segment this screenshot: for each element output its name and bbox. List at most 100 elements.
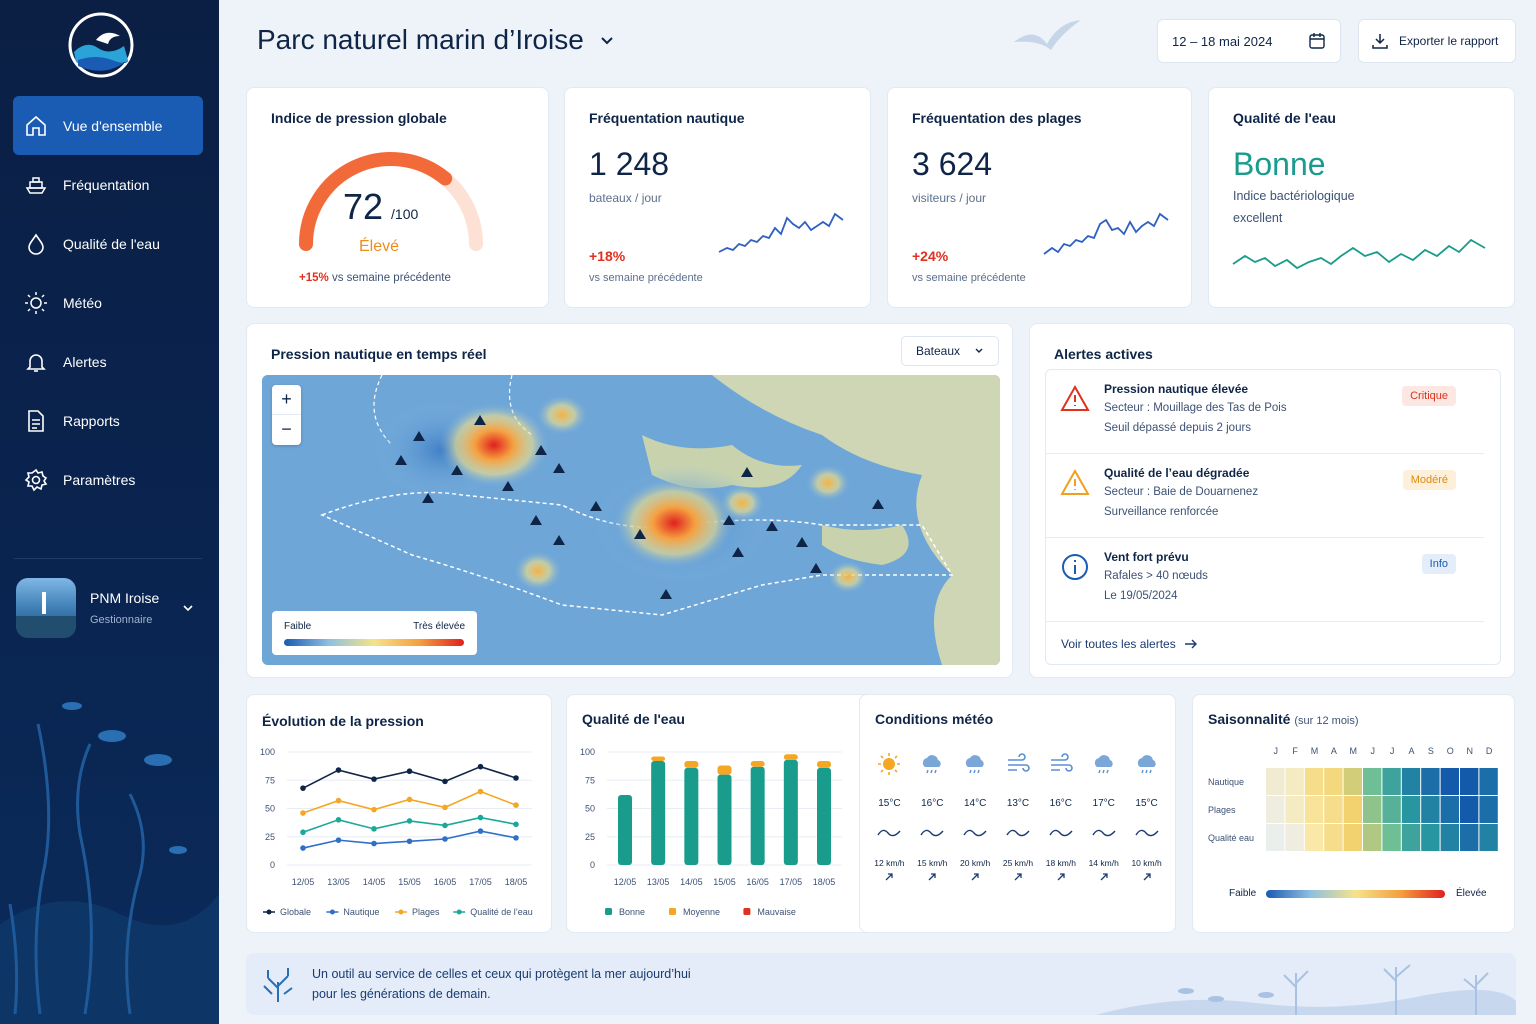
month-label: A <box>1331 746 1337 756</box>
alert-detail: Secteur : Mouillage des Tas de Pois <box>1104 402 1287 414</box>
gear-icon <box>23 467 49 493</box>
heatmap-cell <box>1285 796 1304 823</box>
data-point <box>477 828 484 834</box>
sidebar-nav: Vue d'ensemble Fréquentation Qualité de … <box>13 96 203 509</box>
row-label: Nautique <box>1208 777 1244 787</box>
weather-day: 13°C 25 km/h <box>997 751 1040 887</box>
chevron-down-icon[interactable] <box>598 31 616 49</box>
pressure-trend-card: Évolution de la pression 100 75 50 25 0 12/05… <box>246 694 552 933</box>
month-label: J <box>1370 746 1375 756</box>
sidebar-item-frequentation[interactable]: Fréquentation <box>13 155 203 214</box>
profile-menu[interactable]: PNM Iroise Gestionnaire <box>16 578 206 638</box>
date-range-picker[interactable]: 12 – 18 mai 2024 <box>1157 19 1341 63</box>
zoom-out-button[interactable]: − <box>281 419 292 439</box>
sidebar-item-reports[interactable]: Rapports <box>13 391 203 450</box>
heatmap-cell <box>1266 768 1285 795</box>
bar-segment <box>817 761 831 768</box>
temperature: 17°C <box>1092 798 1115 809</box>
legend-high-label: Élevée <box>1456 888 1487 899</box>
x-tick-label: 12/05 <box>614 877 637 887</box>
kpi-unit: visiteurs / jour <box>912 191 987 205</box>
date-range-label: 12 – 18 mai 2024 <box>1172 33 1273 49</box>
sidebar-item-label: Fréquentation <box>63 176 150 193</box>
data-point <box>406 796 413 803</box>
weather-forecast: 15°C 12 km/h 16°C 15 km/h 14°C 20 km/h 13°C 25 … <box>868 751 1168 901</box>
sun-icon <box>23 290 49 316</box>
weather-day: 16°C 15 km/h <box>911 751 954 887</box>
pressure-level: Élevé <box>359 238 400 255</box>
heatmap-cell <box>1460 768 1479 795</box>
x-tick-label: 16/05 <box>746 877 769 887</box>
alert-item[interactable]: Qualité de l’eau dégradée Secteur : Baie… <box>1046 454 1484 538</box>
bar-segment <box>651 761 666 865</box>
kpi-value: 1 248 <box>589 146 670 182</box>
card-title: Évolution de la pression <box>262 713 424 729</box>
nautical-traffic-card: Fréquentation nautique 1 248 bateaux / j… <box>564 87 871 308</box>
x-tick-label: 13/05 <box>647 877 670 887</box>
wave-icon <box>1134 829 1159 837</box>
rain-cloud-icon <box>966 755 984 774</box>
gauge-value-number: 72 <box>343 186 384 227</box>
rain-cloud-icon <box>1094 755 1113 774</box>
profile-role: Gestionnaire <box>90 614 153 626</box>
water-index-label: Indice bactériologique <box>1233 189 1355 203</box>
map-legend: Faible Très élevée <box>272 611 477 655</box>
rain-cloud-icon <box>1137 755 1156 774</box>
see-all-alerts-link[interactable]: Voir toutes les alertes <box>1061 637 1198 651</box>
alert-item[interactable]: Vent fort prévu Rafales > 40 nœuds Le 19… <box>1046 538 1484 622</box>
sidebar-item-water-quality[interactable]: Qualité de l'eau <box>13 214 203 273</box>
heatmap-cell <box>1440 768 1459 795</box>
delta-note: vs semaine précédente <box>331 272 451 284</box>
boat-markers <box>395 415 884 599</box>
page-title[interactable]: Parc naturel marin d’Iroise <box>257 24 616 56</box>
bar-segment <box>684 767 699 865</box>
arrow-right-icon <box>1184 639 1197 649</box>
sidebar-item-alerts[interactable]: Alertes <box>13 332 203 391</box>
seasonality-card: Saisonnalité (sur 12 mois) J F M A M J J A S O N D N… <box>1192 694 1515 933</box>
data-point <box>513 802 519 808</box>
bar-segment <box>717 774 732 865</box>
y-tick-label: 25 <box>585 832 595 842</box>
wave-icon <box>877 829 901 837</box>
heatmap-cell <box>1382 768 1401 795</box>
alert-item[interactable]: Pression nautique élevée Secteur : Mouil… <box>1046 370 1484 454</box>
y-tick-label: 25 <box>265 832 275 842</box>
heatmap-cell <box>1304 796 1324 823</box>
gauge-value-unit: /100 <box>391 206 419 222</box>
data-point <box>442 822 448 829</box>
warning-icon <box>1060 468 1090 495</box>
chevron-down-icon <box>975 348 983 353</box>
water-sparkline <box>1232 238 1486 270</box>
zoom-in-button[interactable]: + <box>272 385 301 415</box>
data-point <box>371 776 377 782</box>
alert-detail: Le 19/05/2024 <box>1104 590 1178 602</box>
alert-title: Qualité de l’eau dégradée <box>1104 466 1250 480</box>
weather-card: Conditions météo 15°C 12 km/h 16°C 15 km/h 1… <box>859 694 1176 933</box>
weather-day: 15°C 10 km/h <box>1125 751 1168 887</box>
heatmap-cell <box>1285 768 1304 795</box>
heatmap-cell <box>1304 768 1324 795</box>
temperature: 16°C <box>1049 798 1073 809</box>
main-content: Parc naturel marin d’Iroise 12 – 18 mai … <box>219 0 1536 1024</box>
bar-segment <box>783 754 798 760</box>
row-label: Qualité eau <box>1208 833 1254 843</box>
wave-icon <box>1092 829 1116 837</box>
wind-direction-icon <box>885 873 894 881</box>
wind-direction-icon <box>1143 873 1151 881</box>
legend-label: Plages <box>412 907 440 917</box>
sidebar-item-weather[interactable]: Météo <box>13 273 203 332</box>
x-tick-label: 15/05 <box>713 877 736 887</box>
card-title: Fréquentation nautique <box>589 110 745 126</box>
heat-map[interactable]: + − Faible Très élevée <box>262 375 1000 665</box>
sidebar-item-settings[interactable]: Paramètres <box>13 450 203 509</box>
seasonality-heatmap: J F M A M J J A S O N D Nautique Plages Qualité eau <box>1208 746 1498 851</box>
legend-marker <box>266 909 272 915</box>
map-filter-select[interactable]: Bateaux <box>901 336 999 366</box>
data-point <box>300 845 306 851</box>
export-report-button[interactable]: Exporter le rapport <box>1358 19 1516 63</box>
x-tick-label: 18/05 <box>813 877 836 887</box>
sidebar-item-overview[interactable]: Vue d'ensemble <box>13 96 203 155</box>
heatmap-cell <box>1479 796 1498 823</box>
month-label: D <box>1486 746 1493 756</box>
heatmap-cell <box>1285 824 1304 851</box>
